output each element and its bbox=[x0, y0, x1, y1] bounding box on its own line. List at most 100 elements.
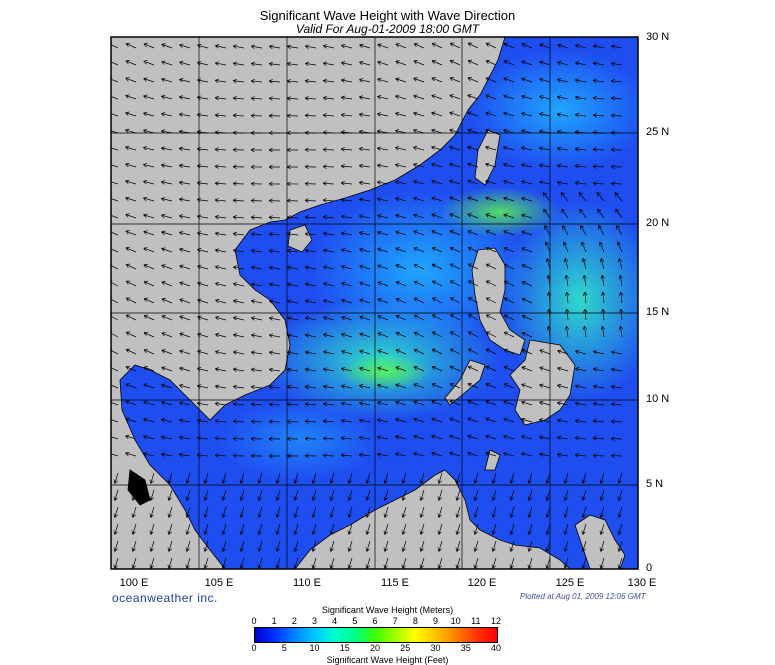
wave-arrow bbox=[268, 350, 281, 355]
wave-arrow bbox=[125, 77, 137, 83]
wave-arrow bbox=[467, 382, 479, 389]
colorbar-title-feet: Significant Wave Height (Feet) bbox=[326, 655, 449, 665]
wave-arrow bbox=[539, 77, 551, 83]
wave-arrow bbox=[581, 506, 587, 518]
wave-arrow bbox=[286, 231, 299, 237]
wave-arrow bbox=[179, 214, 191, 219]
wave-arrow bbox=[322, 453, 335, 458]
wave-arrow bbox=[431, 383, 443, 389]
wave-arrow bbox=[293, 472, 299, 484]
wave-arrow bbox=[268, 181, 281, 187]
wave-arrow bbox=[610, 164, 623, 169]
wave-arrow bbox=[143, 247, 155, 253]
wave-arrow bbox=[111, 94, 119, 100]
wave-arrow bbox=[431, 128, 443, 134]
wave-arrow bbox=[286, 299, 299, 304]
wave-arrow bbox=[618, 274, 623, 287]
wave-arrow bbox=[491, 523, 497, 535]
wave-arrow bbox=[376, 180, 389, 185]
wave-arrow bbox=[359, 332, 371, 338]
wave-arrow bbox=[413, 451, 425, 457]
wave-arrow bbox=[113, 540, 119, 552]
wave-arrow bbox=[250, 44, 263, 49]
wave-arrow bbox=[131, 489, 137, 501]
wave-arrow bbox=[179, 401, 191, 406]
wave-arrow bbox=[449, 42, 461, 49]
wave-arrow bbox=[268, 282, 281, 287]
wave-arrow bbox=[286, 130, 299, 136]
wave-arrow bbox=[311, 523, 317, 535]
wave-arrow bbox=[521, 196, 533, 202]
wave-arrow bbox=[449, 382, 461, 389]
wave-arrow bbox=[250, 367, 263, 373]
wave-arrow bbox=[542, 192, 551, 202]
wave-arrow bbox=[610, 401, 623, 407]
wave-arrow bbox=[521, 163, 533, 168]
wave-arrow bbox=[563, 472, 569, 484]
wave-arrow bbox=[449, 94, 461, 100]
wave-arrow bbox=[111, 111, 119, 117]
wave-arrow bbox=[179, 332, 191, 338]
wave-arrow bbox=[437, 557, 443, 569]
wave-arrow bbox=[250, 265, 263, 270]
wave-arrow bbox=[161, 435, 173, 440]
wave-arrow bbox=[485, 246, 497, 253]
wave-arrow bbox=[250, 79, 263, 84]
wave-arrow bbox=[581, 540, 587, 552]
wave-arrow bbox=[596, 192, 605, 202]
wave-arrow bbox=[268, 453, 281, 459]
wave-arrow bbox=[113, 472, 119, 484]
wave-arrow bbox=[179, 298, 191, 304]
wave-arrow bbox=[359, 349, 371, 355]
wave-arrow bbox=[610, 96, 623, 101]
colorbar-meters-tick: 4 bbox=[332, 616, 338, 626]
wave-arrow bbox=[311, 506, 317, 518]
wave-arrow bbox=[161, 77, 173, 83]
wave-arrow bbox=[149, 506, 155, 518]
wave-arrow bbox=[467, 196, 479, 202]
wave-arrow bbox=[215, 298, 227, 304]
wave-arrow bbox=[305, 299, 317, 304]
wave-arrow bbox=[521, 331, 533, 338]
wave-arrow bbox=[600, 308, 606, 321]
wave-arrow bbox=[503, 60, 515, 66]
wave-arrow bbox=[383, 557, 389, 569]
wave-arrow bbox=[196, 78, 209, 83]
wave-arrow bbox=[449, 263, 461, 270]
wave-arrow bbox=[395, 297, 407, 304]
wave-arrow bbox=[539, 418, 551, 423]
plotted-timestamp: Plotted at Aug 01, 2009 12:06 GMT bbox=[520, 592, 646, 601]
wave-arrow bbox=[250, 147, 263, 153]
wave-arrow bbox=[431, 314, 443, 321]
wave-arrow bbox=[322, 248, 335, 253]
wave-arrow bbox=[365, 540, 371, 552]
wave-arrow bbox=[304, 147, 317, 153]
wave-arrow bbox=[304, 78, 317, 84]
wave-arrow bbox=[125, 128, 137, 134]
wave-arrow bbox=[556, 129, 569, 135]
wave-arrow bbox=[178, 112, 191, 117]
wave-arrow bbox=[125, 314, 137, 321]
wave-arrow bbox=[111, 196, 119, 202]
lat-label-20n: 20 N bbox=[646, 217, 670, 229]
wave-arrow bbox=[359, 384, 371, 389]
wave-arrow bbox=[257, 489, 263, 501]
wave-arrow bbox=[111, 213, 119, 219]
wave-arrow bbox=[383, 472, 389, 484]
wave-arrow bbox=[143, 213, 155, 219]
wave-arrow bbox=[161, 247, 173, 253]
wave-arrow bbox=[592, 418, 605, 424]
wave-arrow bbox=[251, 316, 263, 321]
wave-arrow bbox=[467, 331, 479, 338]
wave-arrow bbox=[455, 506, 461, 518]
wave-arrow bbox=[437, 523, 443, 535]
wave-arrow bbox=[431, 77, 443, 83]
wave-arrow bbox=[449, 365, 461, 372]
wave-arrow bbox=[197, 332, 209, 338]
wave-arrow bbox=[125, 331, 137, 338]
wave-arrow bbox=[197, 366, 209, 372]
colorbar-meters-tick: 6 bbox=[372, 616, 378, 626]
wave-arrow bbox=[437, 489, 443, 501]
wave-arrow bbox=[395, 366, 407, 372]
wave-arrow bbox=[125, 230, 137, 236]
